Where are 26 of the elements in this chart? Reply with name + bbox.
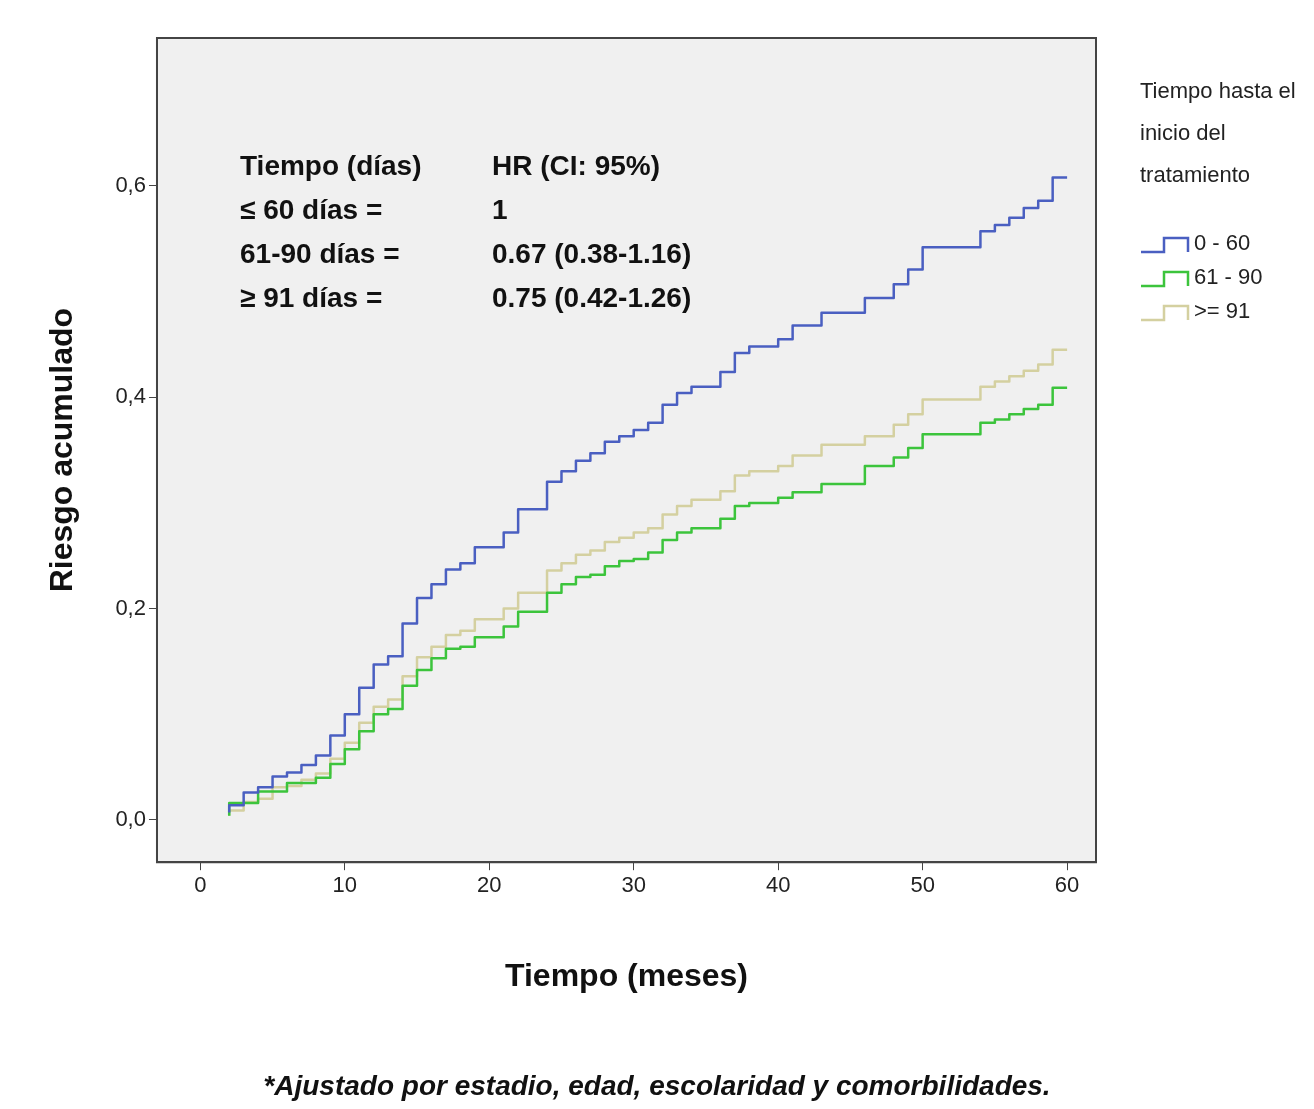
- annotation: 61-90 días =: [240, 238, 401, 270]
- x-tick-label: 20: [477, 872, 502, 898]
- legend-label: 0 - 60: [1194, 230, 1251, 256]
- y-tick-label: 0,0: [115, 806, 146, 831]
- y-tick-label: 0,4: [115, 383, 146, 409]
- y-axis-title: Riesgo acumulado: [43, 307, 80, 593]
- x-tick-label: 60: [1054, 872, 1080, 898]
- annotation: 0.75 (0.42-1.26): [492, 282, 692, 314]
- x-axis-title: Tiempo (meses): [504, 956, 749, 993]
- legend-label: >= 91: [1194, 298, 1251, 324]
- y-tick-label: 0,2: [115, 594, 146, 620]
- annotation: ≥ 91 días =: [240, 282, 384, 314]
- legend-label: 61 - 90: [1194, 264, 1263, 290]
- annotation: HR (CI: 95%): [492, 150, 661, 182]
- annotation: ≤ 60 días =: [240, 194, 384, 226]
- legend-title: Tiempo hasta el inicio del tratamiento: [1140, 77, 1297, 189]
- x-tick-label: 40: [765, 872, 791, 898]
- x-tick-label: 10: [332, 872, 358, 898]
- x-tick-label: 50: [910, 872, 935, 898]
- text: *Ajustado por estadio, edad, escolaridad y comorbilidades.: [262, 1070, 1052, 1102]
- x-tick-label: 0: [194, 872, 207, 898]
- annotation: 0.67 (0.38-1.16): [492, 238, 692, 270]
- y-tick-label: 0,6: [115, 172, 146, 197]
- annotation: 1: [492, 194, 509, 226]
- x-tick-label: 30: [621, 872, 646, 898]
- annotation: Tiempo (días): [240, 150, 423, 182]
